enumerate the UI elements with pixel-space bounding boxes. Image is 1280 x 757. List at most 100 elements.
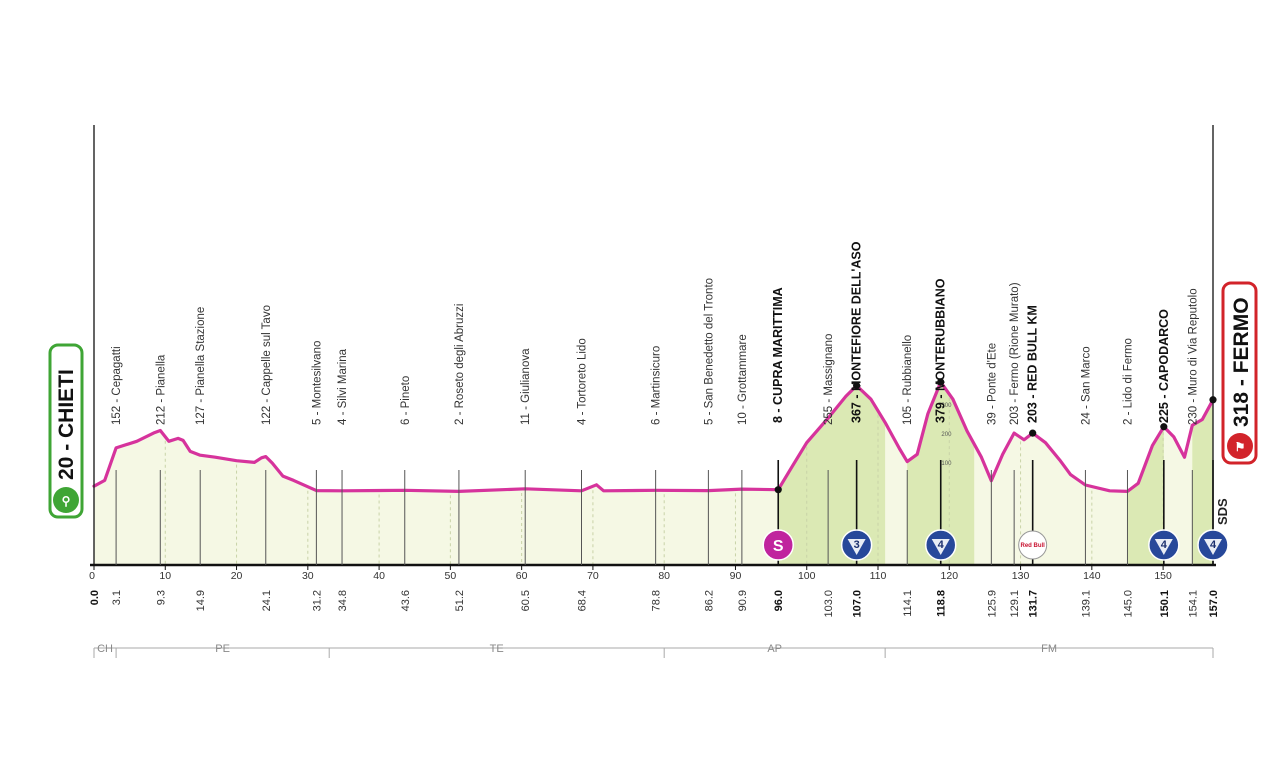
finish-label: 318 - FERMO <box>1230 297 1253 427</box>
sprint-icon <box>762 529 794 561</box>
waypoint-label: 127 - Pianella Stazione <box>195 307 207 425</box>
summit-dot <box>1160 423 1168 431</box>
waypoint-label: 5 - Montesilvano <box>311 341 323 425</box>
province-label: CH <box>97 643 113 655</box>
climb-triangle <box>847 539 866 555</box>
waypoint-label: 152 - Cepagatti <box>111 346 123 425</box>
waypoint-label: 203 - RED BULL KM <box>1026 305 1040 423</box>
x-tick-label: 10 <box>159 570 171 582</box>
profile-line <box>92 380 1215 493</box>
x-tick-label: 150 <box>1154 570 1172 582</box>
bike-icon <box>53 487 79 513</box>
province-label: AP <box>767 643 782 655</box>
x-tick-label: 30 <box>302 570 314 582</box>
km-label: 107.0 <box>852 590 864 618</box>
km-label: 139.1 <box>1080 590 1092 618</box>
province-label: TE <box>490 643 504 655</box>
x-tick-label: 120 <box>941 570 959 582</box>
x-tick-label: 140 <box>1083 570 1101 582</box>
km-label: 90.9 <box>737 590 749 611</box>
km-label: 51.2 <box>454 590 466 611</box>
climb-markers-layer: S 3 4 Red Bull 4 4 <box>762 529 1229 561</box>
x-tick-label: 80 <box>658 570 670 582</box>
waypoint-label: 105 - Rubbianello <box>902 335 914 425</box>
km-label: 3.1 <box>111 590 123 605</box>
x-axis: 0 10 20 30 40 50 60 70 80 90 100 110 120 130 140 150 0.0 <box>89 125 1216 605</box>
waypoint-label: 6 - Pineto <box>400 376 412 425</box>
km-label: 114.1 <box>902 590 914 617</box>
summit-dot <box>1029 429 1037 437</box>
x-tick-label: 40 <box>373 570 385 582</box>
province-label: FM <box>1041 643 1057 655</box>
finish-flag-glyph: ⚑ <box>1235 440 1246 454</box>
waypoint-label: 203 - Fermo (Rione Murato) <box>1009 282 1021 425</box>
waypoint-label: 225 - CAPODARCO <box>1157 309 1171 423</box>
waypoint-label: 2 - Roseto degli Abruzzi <box>454 304 466 425</box>
km-label: 9.3 <box>155 590 167 605</box>
summit-dot <box>774 486 782 494</box>
climb-area <box>778 385 886 565</box>
profile-line-layer <box>92 380 1215 493</box>
waypoint-label: 5 - San Benedetto del Tronto <box>703 278 715 425</box>
km-label: 118.8 <box>936 590 948 617</box>
waypoint-label: 2 - Lido di Fermo <box>1122 338 1134 425</box>
waypoint-label: 4 - Tortoreto Lido <box>577 338 589 425</box>
start-label: 20 - CHIETI <box>55 369 78 480</box>
waypoint-label: 122 - Cappelle sul Tavo <box>261 305 273 425</box>
km-label: 14.9 <box>195 590 207 611</box>
x-tick-label: 60 <box>516 570 528 582</box>
km-label: 157.0 <box>1208 590 1220 618</box>
province-label: PE <box>215 643 230 655</box>
km-label: 43.6 <box>400 590 412 611</box>
altitude-scale-label: 100 <box>941 461 952 467</box>
climb-triangle <box>931 539 950 555</box>
x-tick-label: 90 <box>730 570 742 582</box>
waypoint-label: 379 - MONTERUBBIANO <box>934 278 948 423</box>
summit-dot <box>937 378 945 386</box>
climb-marker-text: 4 <box>1210 539 1217 551</box>
km-label: 125.9 <box>986 590 998 618</box>
climb-area <box>1192 399 1213 565</box>
km-label: 103.0 <box>823 590 835 618</box>
km-label: 78.8 <box>651 590 663 611</box>
climb-marker-text: 3 <box>854 539 860 551</box>
climb-marker-text: 4 <box>1161 539 1168 551</box>
waypoint-label: 11 - Giulianova <box>520 348 532 425</box>
waypoint-label: 24 - San Marco <box>1080 346 1092 425</box>
km-label: 145.0 <box>1122 590 1134 618</box>
finish-badge: ⚑ 318 - FERMO <box>1221 281 1258 465</box>
profile-fill-layer <box>94 382 1213 565</box>
km-label: 24.1 <box>261 590 273 611</box>
km-label: 154.1 <box>1187 590 1199 618</box>
km-label: 31.2 <box>311 590 323 611</box>
altitude-scale-label: 300 <box>941 403 952 409</box>
km-label: 150.1 <box>1159 590 1171 618</box>
start-badge: ⚲ 20 - CHIETI <box>48 343 84 519</box>
km-label: 131.7 <box>1028 590 1040 618</box>
bike-icon-glyph: ⚲ <box>62 494 71 508</box>
waypoint-label: 212 - Pianella <box>155 354 167 425</box>
climb-triangle <box>1154 539 1173 555</box>
climb-marker-text: S <box>773 538 784 555</box>
provinces-bar: CH PE TE AP FM <box>93 643 1214 658</box>
km-label: 68.4 <box>577 590 589 611</box>
finish-flag-icon <box>1227 433 1253 459</box>
x-tick-label: 20 <box>231 570 243 582</box>
km-label: 96.0 <box>773 590 785 611</box>
km-label: 34.8 <box>337 590 349 611</box>
x-tick-label: 0 <box>89 570 95 582</box>
altitude-scale-label: 200 <box>941 432 952 438</box>
x-tick-label: 110 <box>870 570 887 582</box>
x-tick-label: 50 <box>445 570 457 582</box>
waypoint-label: 4 - Silvi Marina <box>337 348 349 425</box>
waypoint-label: 10 - Grottammare <box>737 334 749 425</box>
x-tick-label: 130 <box>1012 570 1030 582</box>
summit-dot <box>1209 396 1217 404</box>
km-label: 0.0 <box>89 590 101 605</box>
km-label: 60.5 <box>520 590 532 611</box>
x-tick-label: 70 <box>587 570 599 582</box>
waypoint-label: 255 - Massignano <box>823 334 835 425</box>
waypoint-label: 230 - Muro di Via Reputolo <box>1187 288 1199 425</box>
waypoint-label: 8 - CUPRA MARITTIMA <box>771 287 785 423</box>
